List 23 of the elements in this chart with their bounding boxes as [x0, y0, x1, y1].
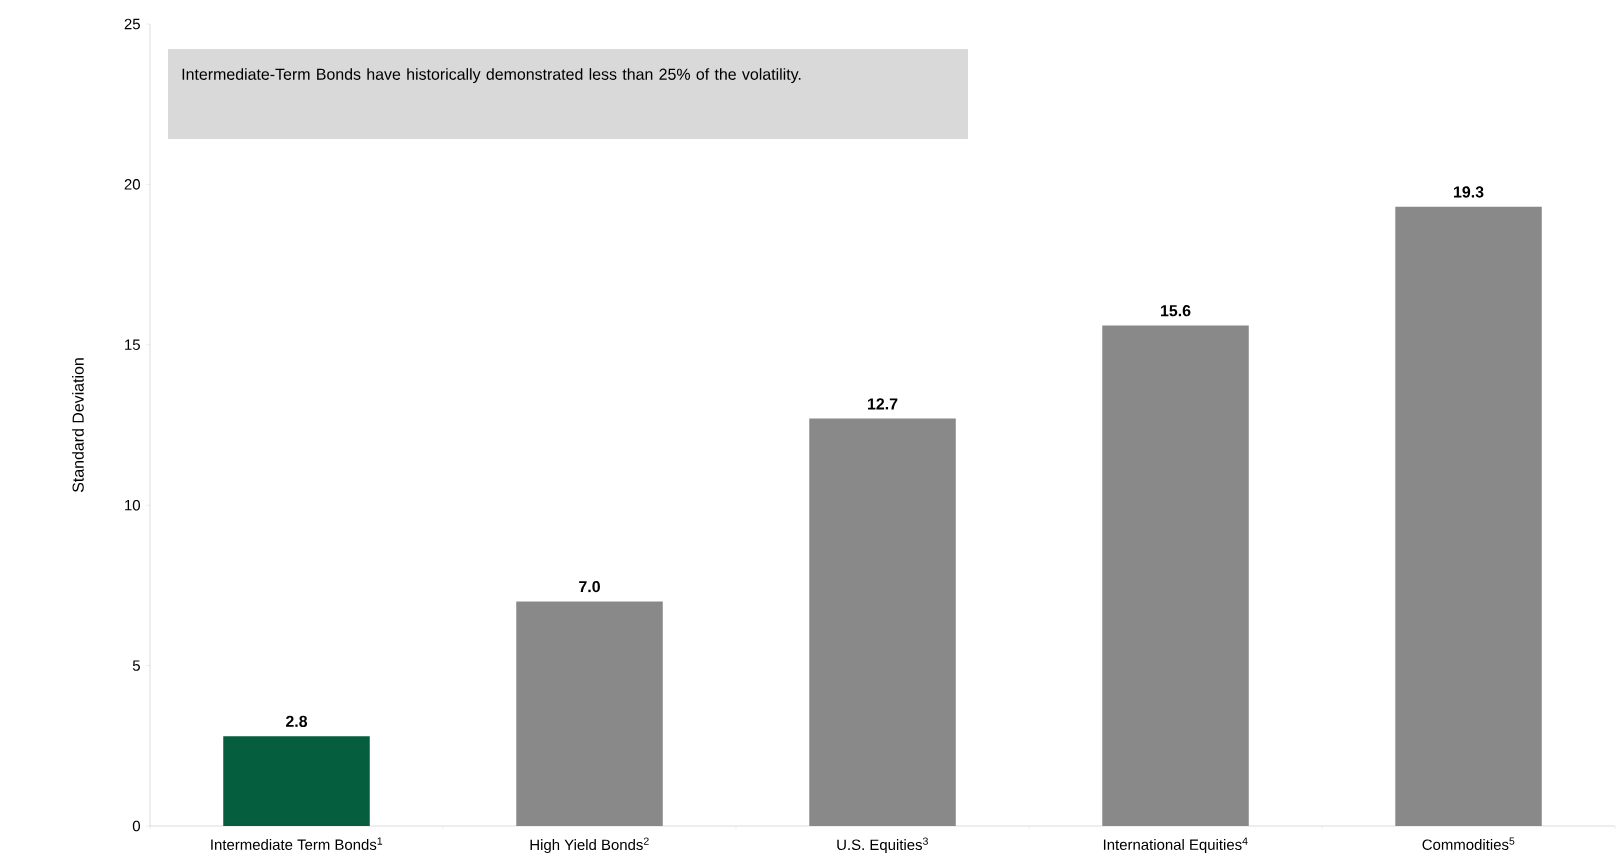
x-tick-label: Intermediate Term Bonds$^{1}$ [211, 837, 383, 850]
y-tick-label: 15 [125, 339, 140, 350]
bar [223, 736, 370, 826]
y-tick-label: 10 [125, 499, 140, 511]
bar [1102, 325, 1249, 826]
x-tick-label: Commodities$^{5}$ [1422, 837, 1515, 850]
y-axis-title: Standard Deviation [72, 358, 84, 493]
data-label: 19.3 [1454, 186, 1484, 198]
bar [809, 418, 956, 826]
data-label: 2.8 [285, 715, 308, 727]
bar [516, 601, 663, 826]
y-tick-label: 5 [132, 660, 140, 671]
y-tick-label: 20 [124, 179, 140, 190]
y-tick-label: 0 [132, 820, 140, 832]
annotation: Intermediate-Term Bonds have historically demonstrated less than 25% of the volatility. [182, 68, 801, 84]
y-tick-label: 25 [124, 18, 140, 30]
data-label: 12.7 [868, 398, 898, 410]
data-label: 15.6 [1161, 305, 1191, 317]
x-tick-label: U.S. Equities$^{3}$ [837, 837, 928, 854]
bar [1395, 206, 1542, 826]
x-tick-label: High Yield Bonds$^{2}$ [530, 837, 649, 854]
x-tick-label: International Equities$^{4}$ [1103, 837, 1248, 853]
data-label: 7.0 [579, 580, 600, 593]
